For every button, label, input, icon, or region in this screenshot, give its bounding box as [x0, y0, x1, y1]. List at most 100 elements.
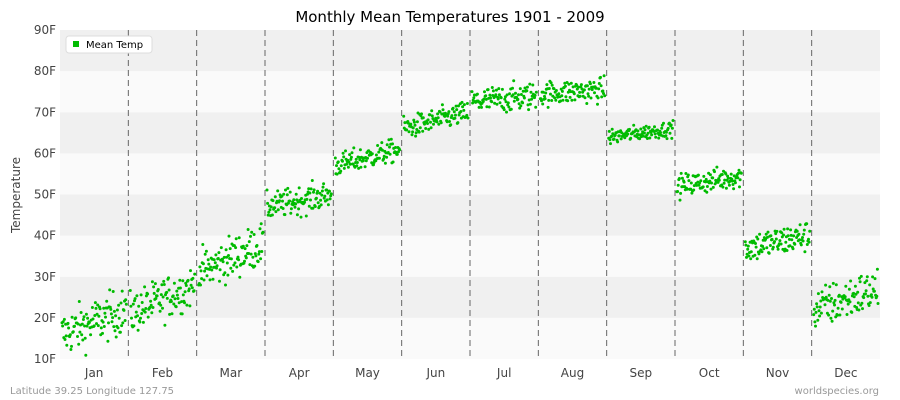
data-point: [398, 148, 402, 152]
data-point: [711, 176, 715, 180]
data-point: [609, 142, 612, 146]
data-point: [519, 93, 523, 96]
data-point: [418, 126, 422, 130]
data-point: [749, 257, 753, 261]
data-point: [495, 102, 499, 106]
data-point: [107, 321, 110, 325]
data-point: [227, 234, 231, 238]
data-point: [289, 207, 293, 211]
data-point: [266, 213, 270, 217]
data-point: [873, 277, 877, 281]
data-point: [435, 120, 439, 124]
data-point: [177, 301, 181, 305]
x-tick-label: Jun: [425, 366, 445, 380]
data-point: [430, 109, 434, 113]
data-point: [791, 247, 795, 251]
data-point: [411, 130, 415, 134]
data-point: [329, 192, 333, 196]
data-point: [525, 85, 529, 89]
data-point: [116, 326, 120, 330]
data-point: [494, 88, 498, 92]
data-point: [485, 105, 489, 109]
data-point: [787, 237, 791, 241]
data-point: [454, 104, 458, 108]
data-point: [121, 321, 125, 325]
data-point: [129, 304, 133, 308]
data-point: [178, 278, 182, 282]
data-point: [328, 197, 332, 201]
data-point: [366, 156, 369, 160]
data-point: [387, 138, 391, 142]
data-point: [638, 137, 642, 141]
data-point: [200, 277, 204, 281]
data-point: [585, 102, 589, 105]
data-point: [826, 298, 830, 302]
data-point: [799, 243, 803, 247]
data-point: [645, 137, 649, 140]
data-point: [628, 127, 631, 131]
data-point: [158, 309, 162, 313]
data-point: [790, 238, 794, 242]
data-point: [867, 304, 871, 307]
data-point: [679, 171, 683, 175]
data-point: [865, 279, 869, 283]
data-point: [720, 173, 724, 176]
data-point: [114, 314, 118, 318]
data-point: [316, 201, 320, 205]
data-point: [692, 184, 696, 188]
data-point: [424, 127, 428, 130]
data-point: [71, 330, 75, 334]
data-point: [636, 129, 640, 133]
data-point: [426, 118, 430, 122]
data-point: [834, 283, 838, 287]
data-point: [765, 235, 769, 239]
data-point: [168, 312, 172, 316]
data-point: [186, 278, 190, 282]
data-point: [232, 263, 236, 267]
data-point: [738, 178, 742, 182]
data-point: [647, 125, 651, 129]
data-point: [758, 232, 762, 236]
data-point: [223, 271, 227, 275]
data-point: [563, 84, 567, 88]
x-tick-label: Oct: [699, 366, 720, 380]
data-point: [611, 132, 615, 136]
data-point: [141, 320, 145, 324]
data-point: [258, 227, 262, 231]
data-point: [203, 252, 207, 256]
data-point: [79, 311, 83, 314]
data-point: [667, 121, 671, 125]
data-point: [650, 133, 654, 137]
data-point: [823, 303, 827, 307]
data-point: [193, 272, 197, 276]
data-point: [457, 113, 461, 117]
data-point: [77, 300, 81, 303]
data-point: [729, 172, 733, 176]
data-point: [153, 282, 157, 286]
legend-swatch: [73, 41, 79, 47]
data-point: [511, 93, 515, 97]
data-point: [292, 198, 296, 202]
data-point: [293, 205, 297, 209]
data-point: [65, 343, 69, 347]
data-point: [297, 207, 301, 211]
data-point: [336, 160, 340, 164]
data-point: [391, 142, 394, 146]
data-point: [466, 116, 470, 120]
data-point: [554, 89, 558, 92]
data-point: [815, 302, 819, 306]
data-point: [832, 301, 836, 305]
data-point: [594, 86, 598, 90]
data-point: [840, 307, 844, 311]
data-point: [414, 134, 418, 138]
data-point: [87, 321, 91, 324]
data-point: [845, 313, 849, 316]
data-point: [402, 114, 406, 118]
data-point: [108, 288, 112, 292]
data-point: [696, 173, 700, 177]
data-point: [388, 145, 391, 149]
data-point: [527, 108, 531, 112]
data-point: [506, 101, 510, 105]
data-point: [163, 323, 167, 327]
data-point: [505, 93, 509, 97]
